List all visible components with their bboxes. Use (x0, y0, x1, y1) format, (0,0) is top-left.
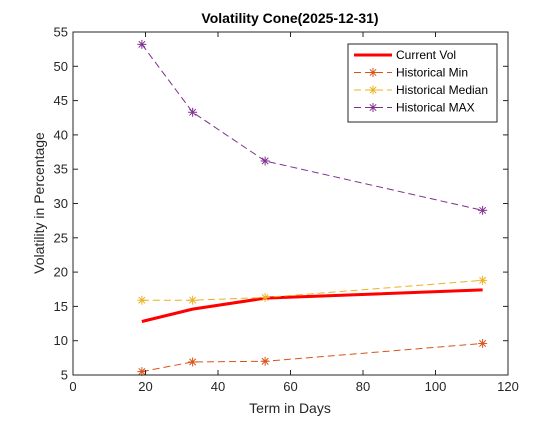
series-historical-max-point (478, 205, 488, 215)
y-tick-label: 30 (54, 196, 68, 211)
legend-item-current-vol: Current Vol (354, 48, 456, 62)
y-tick-label: 35 (54, 162, 68, 177)
x-tick-label: 40 (211, 379, 225, 394)
series-historical-max-point (137, 39, 147, 49)
series-historical-median-point (260, 292, 270, 302)
series-current-vol-line (141, 288, 483, 323)
y-tick-label: 45 (54, 93, 68, 108)
legend-marker (368, 85, 378, 95)
y-axis-title: Volatility in Percentage (31, 132, 47, 274)
series-current-vol (141, 288, 483, 323)
legend-item-historical-median: Historical Median (354, 83, 488, 97)
x-tick-label: 100 (425, 379, 447, 394)
series-historical-max-point (260, 156, 270, 166)
legend-label: Historical MAX (396, 101, 475, 115)
y-tick-label: 25 (54, 230, 68, 245)
series-historical-median-point (137, 295, 147, 305)
series-historical-min-point (260, 356, 270, 366)
series-historical-max (137, 39, 488, 215)
x-tick-label: 60 (283, 379, 297, 394)
series-historical-min (137, 338, 488, 377)
y-tick-label: 40 (54, 127, 68, 142)
x-tick-label: 0 (69, 379, 76, 394)
legend-label: Current Vol (396, 48, 456, 62)
y-tick-label: 55 (54, 25, 68, 40)
series-historical-min-line (141, 342, 483, 373)
series-historical-min-point (478, 338, 488, 348)
axes-layer: 0 20 40 60 80 100 120 5 10 15 20 25 30 35 40 45 50 55 (54, 25, 519, 395)
series-layer (137, 39, 488, 377)
series-historical-median (137, 275, 488, 305)
x-axis-title: Term in Days (249, 400, 331, 416)
x-tick-label: 20 (138, 379, 152, 394)
legend-item-historical-max: Historical MAX (354, 101, 475, 115)
series-historical-max-point (188, 107, 198, 117)
y-tick-label: 15 (54, 299, 68, 314)
x-tick-label: 80 (356, 379, 370, 394)
y-tick-label: 50 (54, 59, 68, 74)
y-tick-label: 10 (54, 333, 68, 348)
series-historical-min-point (188, 357, 198, 367)
series-historical-median-point (478, 275, 488, 285)
series-historical-median-line (141, 279, 483, 301)
legend: Current Vol Historical Min Historical Medi… (347, 43, 498, 123)
legend-marker (368, 68, 378, 77)
legend-marker (368, 103, 378, 112)
y-tick-label: 5 (61, 368, 68, 383)
legend-label: Historical Median (396, 83, 488, 97)
y-tick-label: 20 (54, 265, 68, 280)
legend-item-historical-min: Historical Min (354, 66, 468, 80)
legend-label: Historical Min (396, 66, 468, 80)
series-historical-median-point (188, 295, 198, 305)
chart-title: Volatility Cone(2025-12-31) (201, 10, 378, 26)
x-tick-label: 120 (497, 379, 519, 394)
